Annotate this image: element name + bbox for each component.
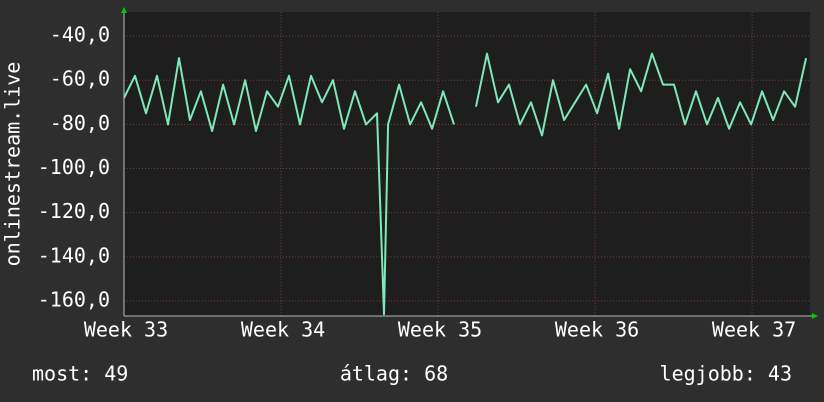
y-tick-label: -120,0 — [38, 199, 110, 223]
y-axis-label: onlinestream.live — [1, 62, 25, 267]
y-tick-label: -140,0 — [38, 243, 110, 267]
y-tick-label: -100,0 — [38, 155, 110, 179]
x-tick-label: Week 34 — [241, 318, 325, 342]
x-tick-label: Week 37 — [712, 318, 796, 342]
summary-stat: legjobb: 43 — [660, 362, 792, 386]
x-tick-label: Week 33 — [84, 318, 168, 342]
summary-stat: átlag: 68 — [340, 362, 448, 386]
y-tick-label: -40,0 — [50, 23, 110, 47]
y-tick-label: -60,0 — [50, 67, 110, 91]
axis-arrow — [121, 7, 127, 13]
x-tick-label: Week 36 — [555, 318, 639, 342]
data-line — [123, 52, 808, 316]
x-tick-label: Week 35 — [398, 318, 482, 342]
axis-arrow — [812, 313, 818, 319]
summary-stat: most: 49 — [32, 362, 128, 386]
y-tick-label: -160,0 — [38, 287, 110, 311]
plot-area — [124, 12, 810, 316]
y-tick-label: -80,0 — [50, 111, 110, 135]
